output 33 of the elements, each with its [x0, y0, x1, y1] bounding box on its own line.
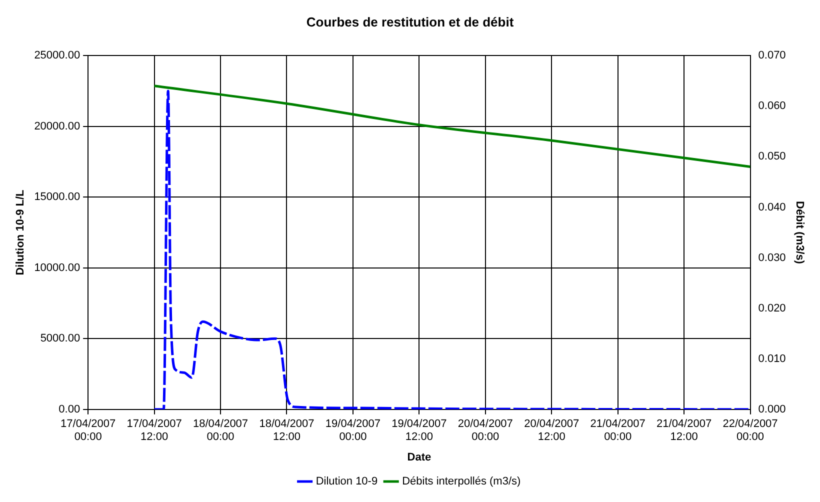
y2-tick-label: 0.020 [758, 302, 786, 314]
x-tick-label: 17/04/2007 00:00 [60, 418, 116, 444]
legend-label: Dilution 10-9 [316, 476, 378, 488]
y2-tick-label: 0.000 [758, 403, 786, 416]
y2-tick-label: 0.040 [758, 201, 786, 214]
y-tick-label: 15000.00 [34, 191, 80, 204]
x-tick-label: 19/04/2007 00:00 [325, 418, 380, 444]
y-axis-title: Dilution 10-9 L/L [14, 189, 27, 276]
chart-title: Courbes de restitution et de débit [306, 14, 514, 30]
y2-tick-label: 0.060 [758, 100, 786, 112]
x-tick-label: 20/04/2007 00:00 [458, 418, 513, 444]
y-tick-label: 25000.00 [34, 50, 80, 62]
x-tick-label: 21/04/2007 12:00 [656, 418, 712, 444]
x-axis-title: Date [407, 451, 432, 464]
x-tick-label: 20/04/2007 12:00 [524, 418, 580, 444]
y2-tick-label: 0.070 [758, 50, 786, 62]
y2-tick-label: 0.010 [758, 352, 786, 365]
x-tick-label: 21/04/2007 00:00 [590, 418, 646, 444]
x-tick-label: 17/04/2007 12:00 [126, 418, 182, 444]
y2-tick-label: 0.030 [758, 252, 786, 264]
y2-axis-title: Débit (m3/s) [793, 201, 806, 264]
y-tick-label: 10000.00 [34, 262, 80, 274]
x-tick-label: 18/04/2007 00:00 [192, 418, 248, 444]
legend-label: Débits interpollés (m3/s) [402, 476, 521, 488]
x-tick-label: 18/04/2007 12:00 [259, 418, 314, 444]
y-tick-label: 5000.00 [40, 332, 80, 345]
y2-tick-label: 0.050 [758, 150, 786, 163]
line-series [153, 84, 750, 168]
x-tick-label: 22/04/2007 00:00 [722, 418, 778, 444]
x-tick-label: 19/04/2007 12:00 [392, 418, 447, 444]
line-series [153, 90, 750, 410]
y-tick-label: 0.00 [58, 403, 80, 416]
y-tick-label: 20000.00 [34, 120, 80, 132]
